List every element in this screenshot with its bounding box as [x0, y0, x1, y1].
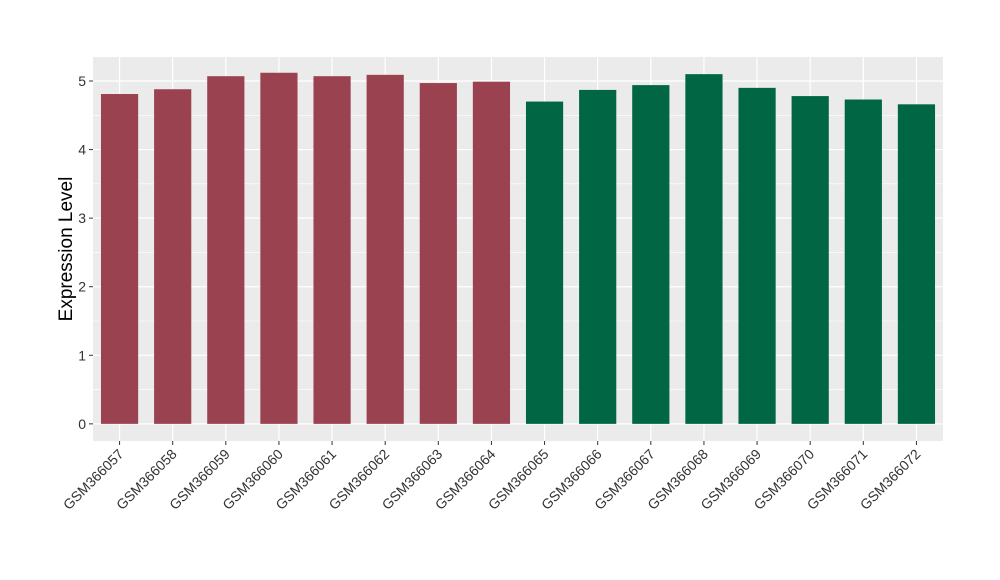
- y-axis-title: Expression Level: [56, 177, 77, 322]
- bar-GSM366068: [685, 74, 723, 424]
- bar-GSM366058: [154, 89, 192, 424]
- bar-GSM366069: [738, 87, 776, 424]
- y-tick-label: 1: [78, 347, 86, 363]
- y-tick-label: 2: [78, 279, 86, 295]
- bar-GSM366064: [472, 81, 511, 424]
- y-axis: 0 1 2 3 4 5: [78, 73, 93, 432]
- y-tick-label: 5: [78, 73, 86, 89]
- bar-GSM366065: [525, 101, 564, 424]
- y-tick-label: 3: [78, 210, 86, 226]
- bar-GSM366060: [260, 72, 298, 424]
- bar-GSM366066: [579, 89, 617, 424]
- x-axis: GSM366057GSM366058GSM366059GSM366060GSM3…: [60, 441, 924, 513]
- bar-GSM366057: [100, 94, 139, 424]
- bar-GSM366067: [632, 85, 670, 424]
- bars: [100, 72, 936, 424]
- bar-GSM366059: [207, 76, 245, 424]
- bar-GSM366062: [366, 74, 404, 424]
- bar-GSM366063: [419, 83, 457, 424]
- y-tick-label: 4: [78, 142, 86, 158]
- bar-GSM366071: [844, 99, 882, 424]
- y-tick-label: 0: [78, 416, 86, 432]
- bar-GSM366072: [897, 104, 936, 424]
- bar-GSM366061: [313, 76, 351, 424]
- bar-GSM366070: [791, 96, 829, 424]
